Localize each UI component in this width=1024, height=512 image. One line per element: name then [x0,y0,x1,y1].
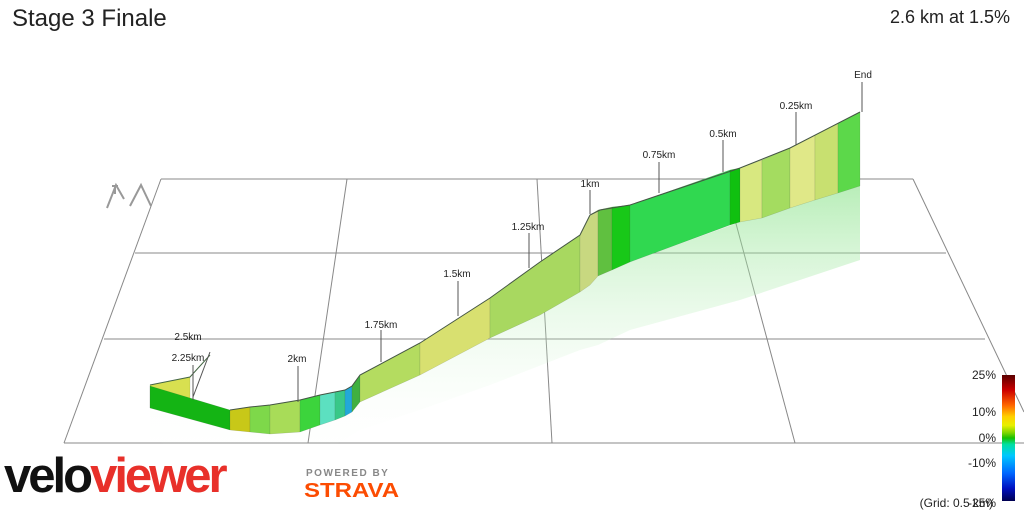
logo-velo: velo [4,449,93,503]
profile-ridge [149,354,211,386]
profile-band-18 [739,159,763,223]
gradient-color-scale [1002,375,1015,501]
marker-label-1: 2.25km [172,353,205,364]
scale-label-minus25: -25% [967,496,996,510]
marker-label-4: 1.5km [443,269,470,280]
profile-band-19 [761,147,791,219]
marker-label-6: 1km [581,179,600,190]
marker-label-3: 1.75km [365,320,398,331]
profile-band-17 [729,167,741,226]
marker-label-0: 2.5km [174,332,201,343]
profile-ridge-main [229,111,861,411]
grid-note: (Grid: 0.5 km) [919,496,993,510]
profile-band-8 [344,385,353,417]
marker-label-9: 0.25km [780,101,813,112]
scale-label-0: 0% [978,431,996,445]
chart-title: Stage 3 Finale [12,5,167,32]
profile-band-7 [334,389,346,421]
scale-label-10: 10% [971,405,996,419]
north-arrow-icon [106,182,152,209]
profile-bands [149,111,861,435]
profile-band-4 [269,399,301,435]
profile-band-22 [837,111,861,194]
profile-band-14 [597,206,613,277]
marker-pin-0 [192,351,211,398]
climb-summary: 2.6 km at 1.5% [889,7,1010,27]
powered-by-text: POWERED BY [306,468,390,479]
scale-label-25: 25% [971,368,996,382]
marker-label-7: 0.75km [643,150,676,161]
marker-label-8: 0.5km [709,129,736,140]
profile-band-15 [611,204,631,271]
profile-band-2 [229,406,251,433]
strava-logo[interactable]: STRAVA [304,479,400,502]
marker-label-5: 1.25km [512,222,545,233]
profile-band-6 [319,391,336,426]
profile-band-3 [249,404,271,435]
logo-viewer: viewer [90,449,228,503]
profile-band-21 [814,122,839,201]
distance-markers: 2.5km 2.25km 2km 1.75km 1.5km 1.25km 1km 0.75km… [172,70,872,402]
scale-label-minus10: -10% [967,456,996,470]
marker-label-2: 2km [288,354,307,365]
marker-label-10: End [854,70,872,81]
veloviewer-logo[interactable]: veloviewer [4,449,228,503]
profile-reflection [150,186,860,460]
